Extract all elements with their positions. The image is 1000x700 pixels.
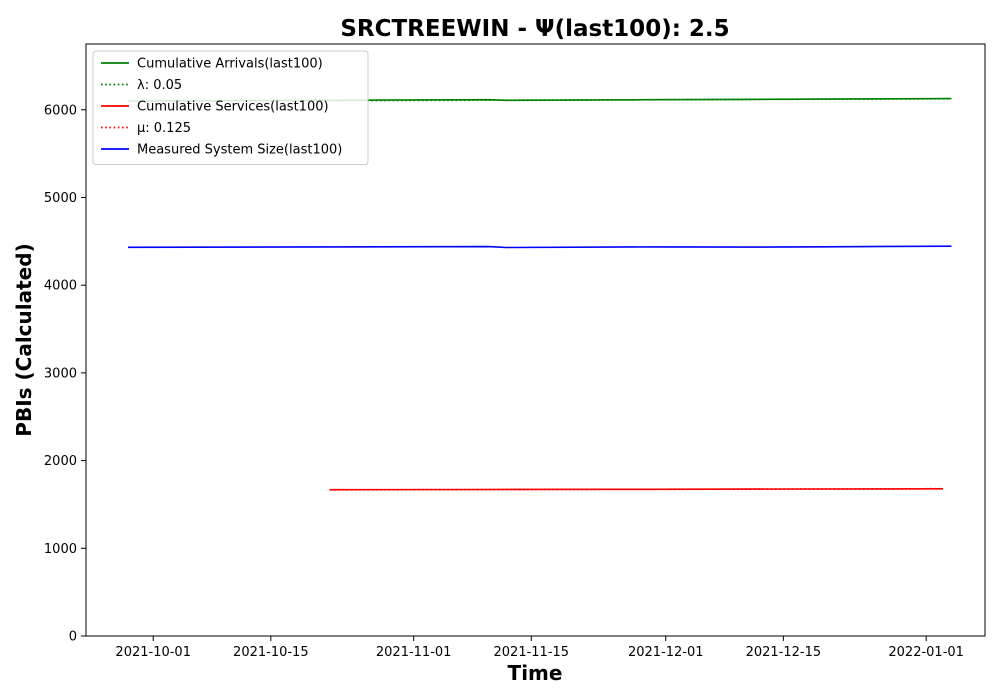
legend-frame (92, 50, 369, 165)
legend-label-measured-system-size-last100: Measured System Size(last100) (137, 143, 342, 158)
y-tick-label: 2000 (44, 454, 77, 469)
legend-label-0-05: λ: 0.05 (137, 78, 182, 93)
y-tick-label: 6000 (44, 103, 77, 118)
plot-frame (85, 43, 986, 637)
y-tick-label: 0 (69, 630, 77, 645)
x-axis-title: Time (508, 661, 563, 685)
x-tick-label: 2021-12-01 (628, 645, 704, 660)
legend-label-0-125: μ: 0.125 (137, 121, 191, 136)
x-tick-label: 2021-11-01 (376, 645, 452, 660)
x-tick-label: 2021-11-15 (494, 645, 570, 660)
x-tick-label: 2021-12-15 (746, 645, 822, 660)
series-line-1 (127, 98, 952, 103)
chart-title: SRCTREEWIN - Ψ(last100): 2.5 (340, 16, 729, 42)
y-tick-label: 5000 (44, 191, 77, 206)
x-tick-label: 2022-01-01 (888, 645, 964, 660)
plot-layer (127, 97, 952, 491)
y-axis: 0 1000 2000 3000 4000 5000 6000 (44, 103, 86, 645)
y-axis-title: PBIs (Calculated) (12, 243, 36, 436)
series-line-4 (127, 245, 952, 249)
x-tick-label: 2021-10-01 (115, 645, 191, 660)
y-tick-label: 3000 (44, 366, 77, 381)
x-tick-label: 2021-10-15 (233, 645, 309, 660)
legend-label-cumulative-services-last100: Cumulative Services(last100) (137, 100, 329, 115)
series-line-3 (329, 487, 944, 491)
legend-label-cumulative-arrivals-last100: Cumulative Arrivals(last100) (137, 57, 323, 72)
legend: Cumulative Arrivals(last100) λ: 0.05 Cumul… (92, 50, 369, 165)
y-tick-label: 1000 (44, 542, 77, 557)
x-axis: 2021-10-01 2021-10-15 2021-11-01 2021-11-15… (115, 636, 964, 660)
y-tick-label: 4000 (44, 279, 77, 294)
